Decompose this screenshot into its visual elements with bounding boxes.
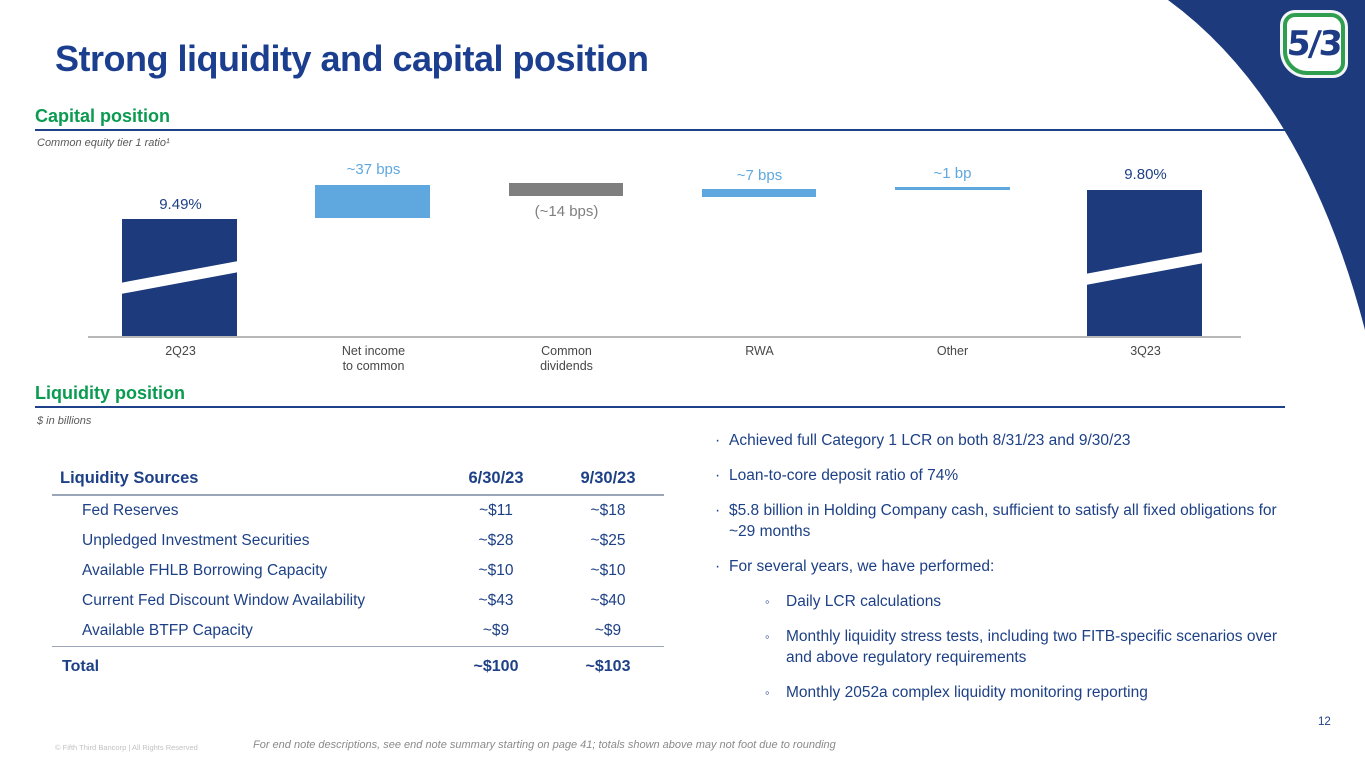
sub-list-item: ◦ Monthly 2052a complex liquidity monito… (765, 682, 1277, 703)
capital-section-rule (35, 129, 1285, 131)
list-item: · Achieved full Category 1 LCR on both 8… (715, 430, 1277, 451)
row-value-2: ~$25 (590, 531, 626, 549)
table-row: Current Fed Discount Window Availability… (52, 586, 664, 616)
category-label-net-income: Net income to common (341, 344, 406, 373)
table-body: Fed Reserves ~$11 ~$18 Unpledged Investm… (52, 496, 664, 646)
table-row: Available BTFP Capacity ~$9 ~$9 (52, 616, 664, 646)
liquidity-position-heading: Liquidity position (35, 383, 185, 403)
sub-list-item: ◦ Monthly liquidity stress tests, includ… (765, 626, 1277, 668)
sub-bullet-marker: ◦ (765, 685, 770, 700)
table-header-row: Liquidity Sources 6/30/23 9/30/23 (52, 458, 664, 494)
endnote-text: For end note descriptions, see end note … (253, 739, 836, 751)
column-header-6-30-23: 6/30/23 (468, 469, 524, 487)
bar-2q23 (122, 219, 237, 336)
table-row: Unpledged Investment Securities ~$28 ~$2… (52, 526, 664, 556)
total-label: Total (62, 658, 100, 675)
row-value-1: ~$9 (482, 621, 510, 639)
liquidity-sources-table: Liquidity Sources 6/30/23 9/30/23 Fed Re… (52, 458, 664, 687)
row-value-1: ~$11 (479, 501, 513, 519)
bar-value-net-income: ~37 bps (346, 161, 401, 178)
category-label-2q23: 2Q23 (165, 344, 196, 358)
row-value-1: ~$28 (478, 531, 514, 549)
row-label: Fed Reserves (82, 501, 179, 519)
bullet-text: $5.8 billion in Holding Company cash, su… (729, 502, 1277, 540)
bullet-marker: · (715, 502, 721, 519)
bullet-text: For several years, we have performed: (729, 558, 995, 575)
table-row: Available FHLB Borrowing Capacity ~$10 ~… (52, 556, 664, 586)
row-value-2: ~$10 (590, 561, 626, 579)
bar-net-income (315, 185, 430, 218)
bullet-text: Monthly 2052a complex liquidity monitori… (786, 684, 1148, 701)
row-value-2: ~$18 (590, 501, 626, 519)
table-row: Fed Reserves ~$11 ~$18 (52, 496, 664, 526)
row-value-2: ~$40 (590, 591, 626, 609)
bullet-text: Loan-to-core deposit ratio of 74% (729, 467, 959, 484)
axis-break-marker (122, 259, 237, 295)
bar-other (895, 187, 1010, 190)
row-label: Current Fed Discount Window Availability (82, 591, 366, 609)
bullet-text: Daily LCR calculations (786, 593, 942, 610)
liquidity-bullet-list: · Achieved full Category 1 LCR on both 8… (715, 430, 1277, 717)
row-value-2: ~$9 (594, 621, 622, 639)
sub-bullet-marker: ◦ (765, 629, 770, 644)
cet1-ratio-subtitle: Common equity tier 1 ratio¹ (37, 137, 170, 149)
total-value-2: ~$103 (585, 658, 631, 675)
column-header-9-30-23: 9/30/23 (580, 469, 636, 487)
list-item: · For several years, we have performed: (715, 556, 1277, 577)
category-label-3q23: 3Q23 (1130, 344, 1161, 358)
row-value-1: ~$43 (478, 591, 514, 609)
row-label: Available BTFP Capacity (82, 621, 253, 639)
table-total-row: Total ~$100 ~$103 (52, 647, 664, 687)
bar-rwa (702, 189, 816, 197)
row-label: Unpledged Investment Securities (82, 531, 310, 549)
table-header-title: Liquidity Sources (60, 469, 199, 487)
row-value-1: ~$10 (478, 561, 514, 579)
corner-decoration (1168, 0, 1365, 330)
capital-position-heading: Capital position (35, 106, 170, 126)
table-header-rule (52, 494, 664, 496)
category-label-rwa: RWA (745, 344, 774, 358)
table-total-rule (52, 645, 664, 647)
row-label: Available FHLB Borrowing Capacity (82, 561, 328, 579)
bullet-marker: · (715, 467, 721, 484)
billions-subtitle: $ in billions (37, 415, 92, 427)
bar-value-common-dividends: (~14 bps) (534, 203, 599, 220)
chart-axis-baseline (88, 336, 1241, 338)
liquidity-section-rule (35, 406, 1285, 408)
list-item: · $5.8 billion in Holding Company cash, … (715, 500, 1277, 542)
fifth-third-logo: 5/3 (1283, 13, 1345, 75)
copyright-text: © Fifth Third Bancorp | All Rights Reser… (55, 743, 198, 752)
category-label-common-dividends: Common dividends (540, 344, 593, 373)
bullet-marker: · (715, 432, 721, 449)
total-value-1: ~$100 (473, 658, 519, 675)
logo-53-glyph: 5/3 (1285, 24, 1343, 64)
bar-common-dividends (509, 183, 623, 196)
sub-bullet-marker: ◦ (765, 594, 770, 609)
category-label-other: Other (936, 344, 969, 358)
page-number: 12 (1318, 716, 1331, 728)
list-item: · Loan-to-core deposit ratio of 74% (715, 465, 1277, 486)
bar-value-other: ~1 bp (933, 165, 972, 182)
bar-value-rwa: ~7 bps (736, 167, 783, 184)
bullet-text: Monthly liquidity stress tests, includin… (786, 628, 1278, 666)
bar-value-2q23: 9.49% (159, 196, 202, 213)
bullet-marker: · (715, 558, 721, 575)
bullet-text: Achieved full Category 1 LCR on both 8/3… (729, 432, 1131, 449)
slide-title: Strong liquidity and capital position (55, 38, 649, 79)
sub-list-item: ◦ Daily LCR calculations (765, 591, 1277, 612)
